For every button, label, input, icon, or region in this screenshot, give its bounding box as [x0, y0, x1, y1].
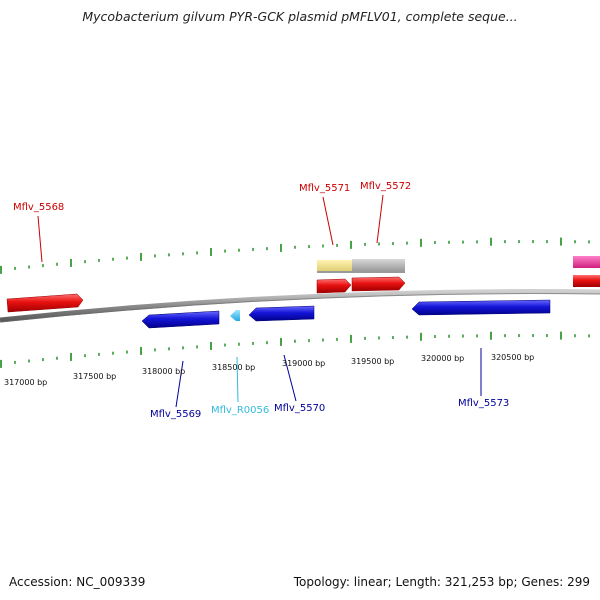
- misc-feature-yellow[interactable]: [317, 260, 352, 272]
- label-mflv-r0056[interactable]: Mflv_R0056: [211, 405, 269, 416]
- leader-mflv-5572: [376, 194, 384, 244]
- label-mflv-5571[interactable]: Mflv_5571: [299, 183, 350, 194]
- misc-feature-underline: [317, 271, 405, 273]
- leader-mflv-r0056: [236, 356, 239, 403]
- leader-mflv-5568: [37, 215, 43, 263]
- scale-label: 320500 bp: [491, 353, 534, 362]
- scale-label: 317000 bp: [4, 378, 47, 387]
- label-mflv-5568[interactable]: Mflv_5568: [13, 202, 64, 213]
- scale-label: 318000 bp: [142, 367, 185, 376]
- gene-red-edge[interactable]: [573, 275, 600, 287]
- scale-label: 318500 bp: [212, 363, 255, 372]
- map-title: Mycobacterium gilvum PYR-GCK plasmid pMF…: [82, 9, 518, 24]
- bottom-tick-row: [0, 331, 590, 368]
- rna-mflv-r0056[interactable]: [230, 310, 240, 321]
- leader-mflv-5569: [175, 360, 184, 408]
- sequence-backbone: [0, 289, 600, 323]
- top-tick-row: [0, 237, 590, 274]
- gene-mflv-5568[interactable]: [6, 293, 84, 313]
- leader-mflv-5570: [283, 354, 297, 402]
- misc-feature-grey[interactable]: [352, 259, 405, 271]
- label-mflv-5569[interactable]: Mflv_5569: [150, 409, 201, 420]
- magenta-feature[interactable]: [573, 256, 600, 268]
- label-mflv-5572[interactable]: Mflv_5572: [360, 181, 411, 192]
- scale-label: 320000 bp: [421, 354, 464, 363]
- gene-mflv-5571[interactable]: [316, 278, 352, 294]
- gene-mflv-5572[interactable]: [351, 276, 406, 292]
- gene-mflv-5573[interactable]: [411, 299, 551, 316]
- accession-label: Accession: NC_009339: [9, 575, 146, 589]
- scale-label: 317500 bp: [73, 372, 116, 381]
- gene-mflv-5570[interactable]: [248, 305, 315, 322]
- scale-label: 319500 bp: [351, 357, 394, 366]
- leader-mflv-5571: [322, 196, 334, 246]
- gene-mflv-5569[interactable]: [141, 310, 220, 329]
- topology-summary: Topology: linear; Length: 321,253 bp; Ge…: [293, 575, 590, 589]
- scale-label: 319000 bp: [282, 359, 325, 368]
- label-mflv-5570[interactable]: Mflv_5570: [274, 403, 325, 414]
- label-mflv-5573[interactable]: Mflv_5573: [458, 398, 509, 409]
